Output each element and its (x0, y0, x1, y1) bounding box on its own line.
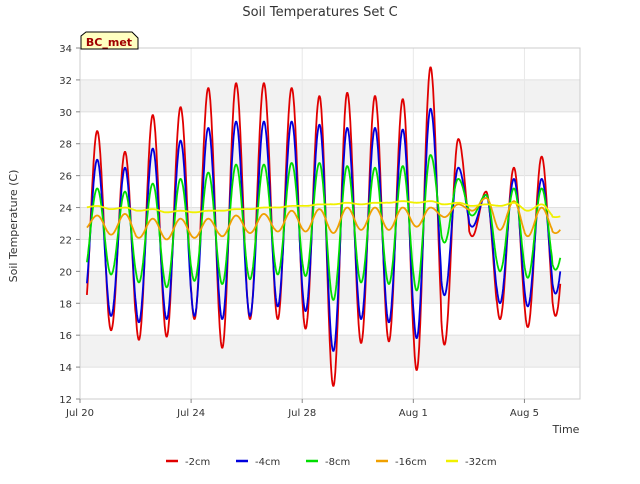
legend-label: -2cm (185, 457, 210, 468)
series-line-minus-16cm (86, 197, 561, 241)
x-axis-label: Time (552, 423, 580, 436)
station-badge-label: BC_met (86, 36, 132, 49)
y-tick-label: 32 (59, 76, 72, 87)
legend: -2cm -4cm -8cm -16cm -32cm (166, 457, 497, 468)
y-tick-label: 26 (59, 172, 72, 183)
x-tick-label: Aug 5 (510, 408, 539, 419)
station-badge-shape (80, 31, 139, 50)
y-tick-label: 20 (59, 267, 72, 278)
y-tick-label: 14 (59, 363, 72, 374)
y-tick-label: 28 (59, 140, 72, 151)
y-tick-label: 34 (59, 44, 72, 55)
series-line-minus-32cm (86, 200, 561, 219)
chart-title: Soil Temperatures Set C (242, 5, 397, 20)
y-tick-label: 30 (59, 108, 72, 119)
station-badge: BC_met (80, 31, 139, 50)
y-tick-label: 12 (59, 395, 72, 406)
x-tick-label: Jul 20 (65, 408, 94, 419)
legend-label: -16cm (395, 457, 427, 468)
series-line-minus-4cm (86, 107, 562, 352)
y-axis-label: Soil Temperature (C) (7, 170, 20, 283)
grid-band (80, 143, 580, 176)
legend-label: -4cm (255, 457, 280, 468)
x-tick-label: Jul 28 (287, 408, 316, 419)
grid-band (80, 79, 580, 112)
legend-label: -8cm (325, 457, 350, 468)
axes: 12 14 16 18 20 22 24 26 28 30 32 34 Jul 20 Jul 24 Jul … (59, 44, 539, 419)
x-tick-label: Jul 24 (176, 408, 205, 419)
y-tick-label: 22 (59, 235, 72, 246)
x-tick-label: Aug 1 (399, 408, 428, 419)
series-lines (86, 66, 562, 387)
plot-frame (79, 47, 581, 400)
legend-label: -32cm (465, 457, 497, 468)
y-tick-label: 16 (59, 331, 72, 342)
y-tick-label: 18 (59, 299, 72, 310)
y-tick-label: 24 (59, 204, 72, 215)
